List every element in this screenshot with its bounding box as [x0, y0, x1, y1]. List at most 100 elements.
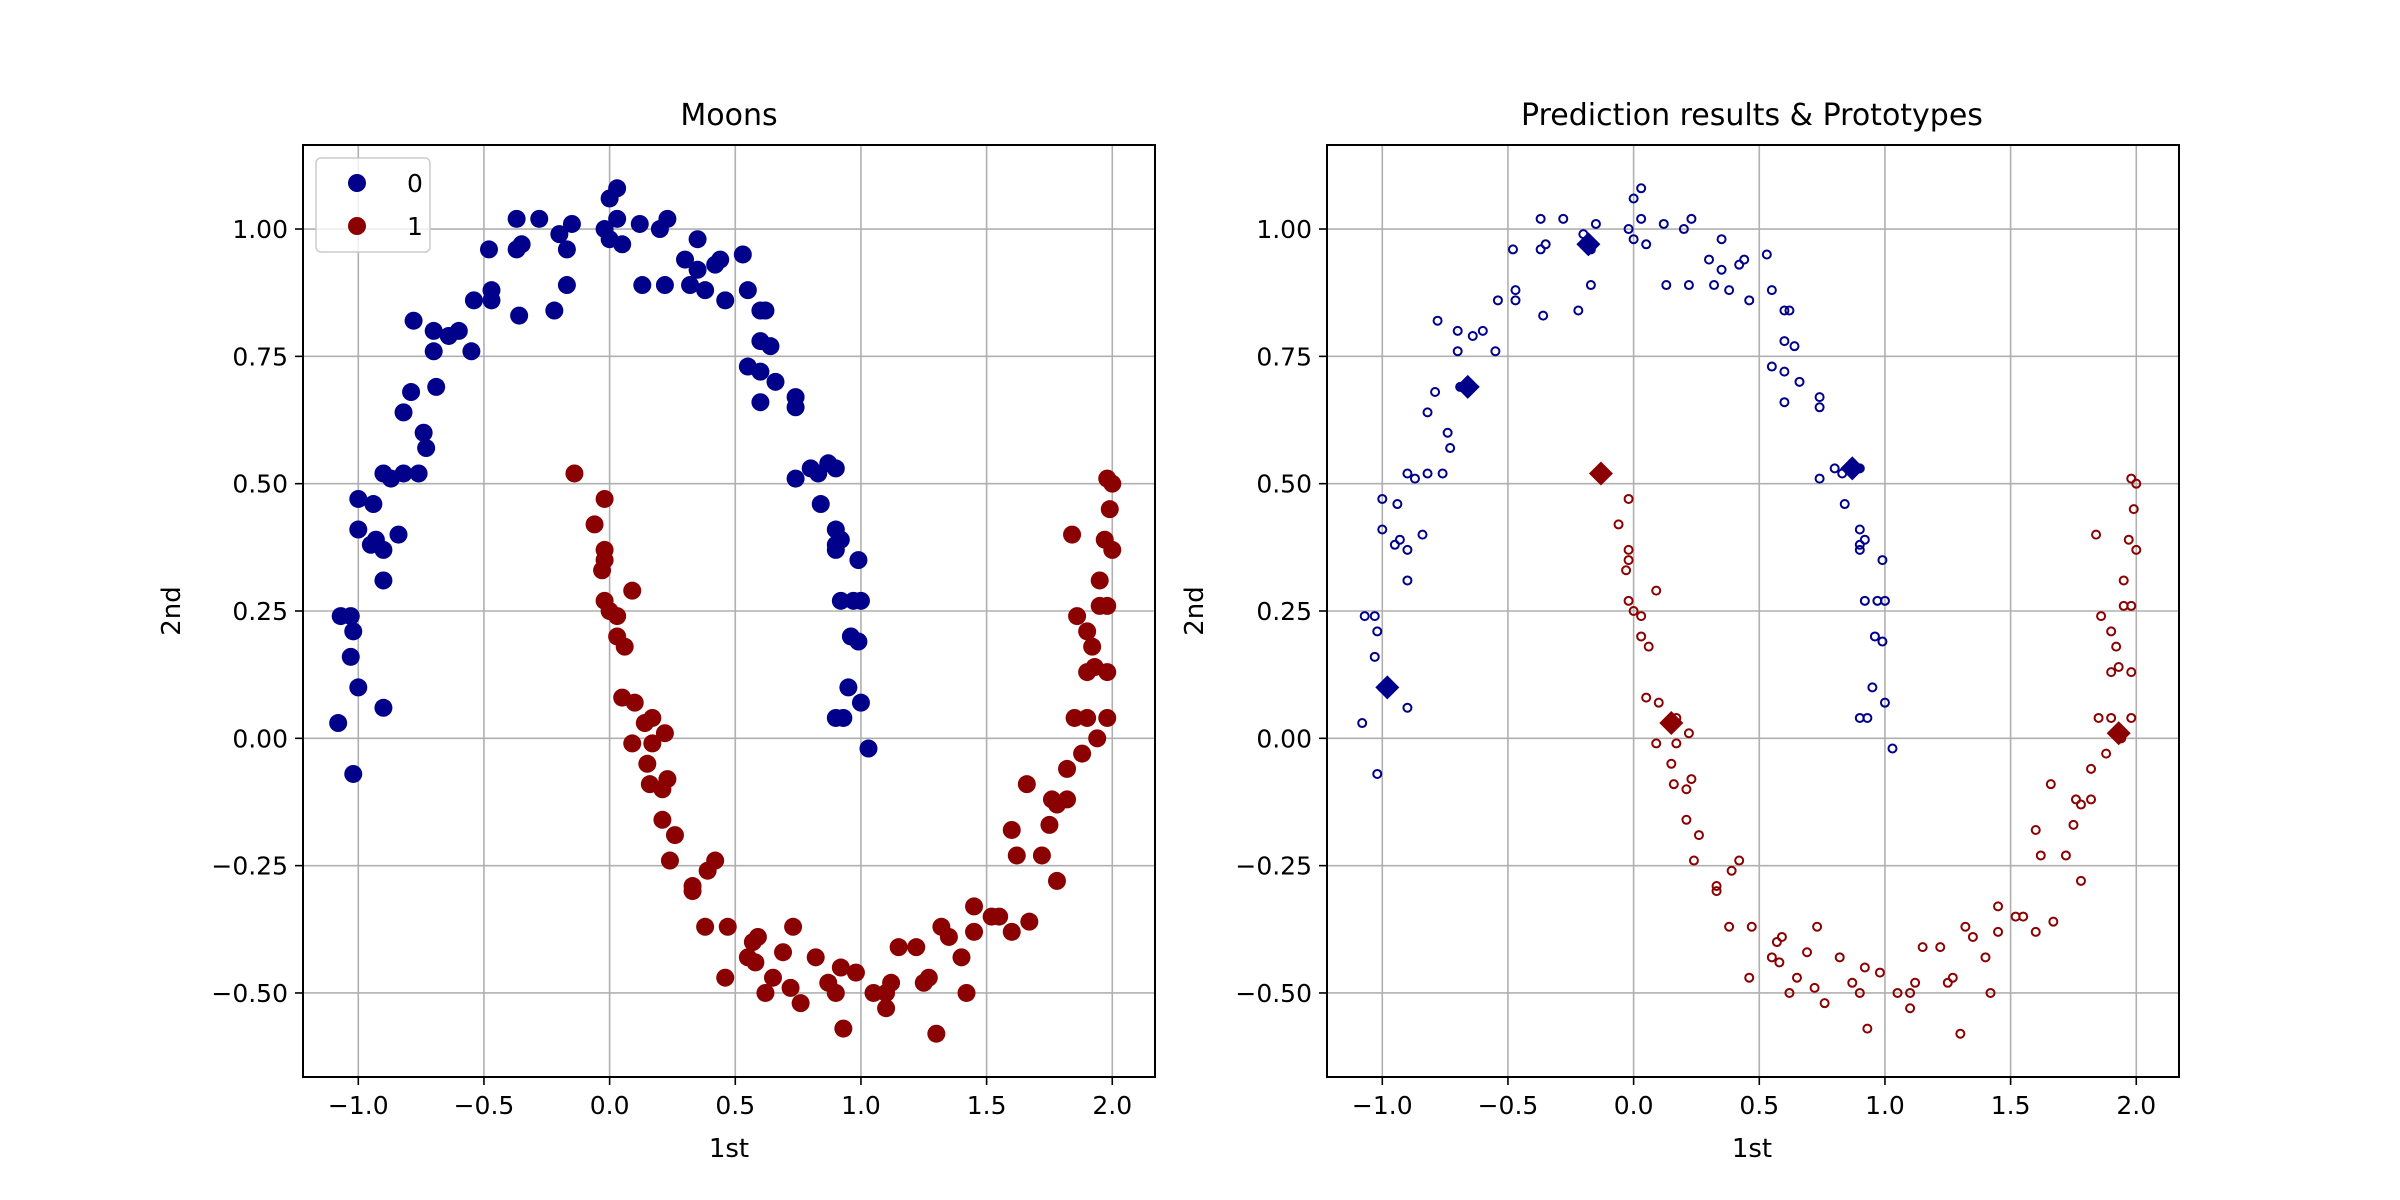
x-tick-label: 0.5: [1739, 1091, 1779, 1120]
data-point: [1098, 708, 1117, 727]
prediction-point: [1794, 376, 1805, 387]
prediction-point: [1688, 855, 1699, 866]
prediction-point: [1905, 1003, 1916, 1014]
prediction-point: [1377, 493, 1388, 504]
prediction-point: [1651, 738, 1662, 749]
prediction-point: [1558, 213, 1569, 224]
moons-chart: Moons −1.0 −0.5 0.0 0.5 1.0 1.5 2.0 −0.50 −0.25 0…: [157, 98, 1156, 1164]
data-point: [1073, 744, 1092, 763]
prediction-point: [1716, 264, 1727, 275]
prediction-point: [1402, 468, 1413, 479]
prediction-point: [1791, 972, 1802, 983]
prediction-point: [1859, 962, 1870, 973]
prediction-point: [1917, 942, 1928, 953]
data-point: [562, 214, 581, 233]
data-point: [751, 362, 770, 381]
y-tick-label: −0.25: [211, 852, 288, 881]
y-tick-label: 0.25: [1256, 597, 1312, 626]
prediction-point: [1477, 325, 1488, 336]
prediction-point: [1359, 611, 1370, 622]
data-point: [907, 938, 926, 957]
prediction-point: [1947, 972, 1958, 983]
prediction-point: [1683, 728, 1694, 739]
prediction-point: [1686, 213, 1697, 224]
prediction-point: [1724, 285, 1735, 296]
data-point: [774, 943, 793, 962]
legend-label-1: 1: [407, 212, 423, 241]
data-point: [462, 342, 481, 361]
prediction-point: [1492, 295, 1503, 306]
data-point: [402, 383, 421, 402]
data-point: [849, 632, 868, 651]
data-point: [374, 571, 393, 590]
data-point: [849, 551, 868, 570]
prediction-point: [1681, 784, 1692, 795]
prediction-point: [1854, 987, 1865, 998]
data-point: [424, 342, 443, 361]
data-point: [427, 377, 446, 396]
axis-ticks: −1.0 −0.5 0.0 0.5 1.0 1.5 2.0 −0.50 −0.25 0.00 0.2…: [1235, 215, 2156, 1120]
y-tick-label: 0.00: [1256, 724, 1312, 753]
prediction-point: [2075, 799, 2086, 810]
data-point: [1083, 637, 1102, 656]
data-point: [839, 678, 858, 697]
data-point: [877, 999, 896, 1018]
prediction-point: [1535, 244, 1546, 255]
data-point: [834, 1019, 853, 1038]
prediction-point: [2068, 819, 2079, 830]
prediction-point: [2035, 850, 2046, 861]
data-point: [374, 698, 393, 717]
prediction-point: [1636, 611, 1647, 622]
prediction-point: [1467, 330, 1478, 341]
data-point: [786, 469, 805, 488]
prediction-point: [1779, 305, 1790, 316]
data-point: [696, 917, 715, 936]
data-point: [1078, 708, 1097, 727]
data-point: [766, 372, 785, 391]
data-point: [424, 321, 443, 340]
data-point: [660, 851, 679, 870]
prediction-point: [1641, 239, 1652, 250]
prediction-point: [1874, 967, 1885, 978]
prediction-point: [1636, 213, 1647, 224]
chart-title: Moons: [680, 98, 777, 133]
prediction-point: [1789, 341, 1800, 352]
data-point: [658, 209, 677, 228]
data-point: [404, 311, 423, 330]
prediction-point: [1766, 361, 1777, 372]
prediction-point: [1734, 855, 1745, 866]
data-point: [464, 291, 483, 310]
data-point: [349, 678, 368, 697]
prediction-point: [2111, 641, 2122, 652]
prediction-point: [1372, 626, 1383, 637]
data-point: [479, 240, 498, 259]
data-point: [608, 179, 627, 198]
prediction-point: [2045, 779, 2056, 790]
data-point: [1058, 759, 1077, 778]
prediction-point: [1666, 758, 1677, 769]
data-point: [1088, 729, 1107, 748]
prediction-point: [2126, 667, 2137, 678]
prediction-point: [1623, 595, 1634, 606]
data-point: [1078, 622, 1097, 641]
data-point: [595, 489, 614, 508]
data-point: [417, 439, 436, 458]
prediction-point: [1369, 651, 1380, 662]
prediction-point: [1839, 499, 1850, 510]
prediction-point: [2126, 600, 2137, 611]
data-points: [1357, 183, 2142, 1039]
data-point: [965, 922, 984, 941]
prediction-point: [2030, 824, 2041, 835]
prediction-point: [2126, 712, 2137, 723]
prediction-point: [1814, 473, 1825, 484]
data-point: [688, 260, 707, 279]
prediction-point: [1877, 636, 1888, 647]
data-point: [1047, 871, 1066, 890]
x-tick-label: 1.5: [1991, 1091, 2031, 1120]
data-point: [1063, 525, 1082, 544]
prediction-point: [1628, 606, 1639, 616]
data-point: [349, 489, 368, 508]
prediction-point: [1409, 473, 1420, 484]
prediction-point: [1935, 942, 1946, 953]
